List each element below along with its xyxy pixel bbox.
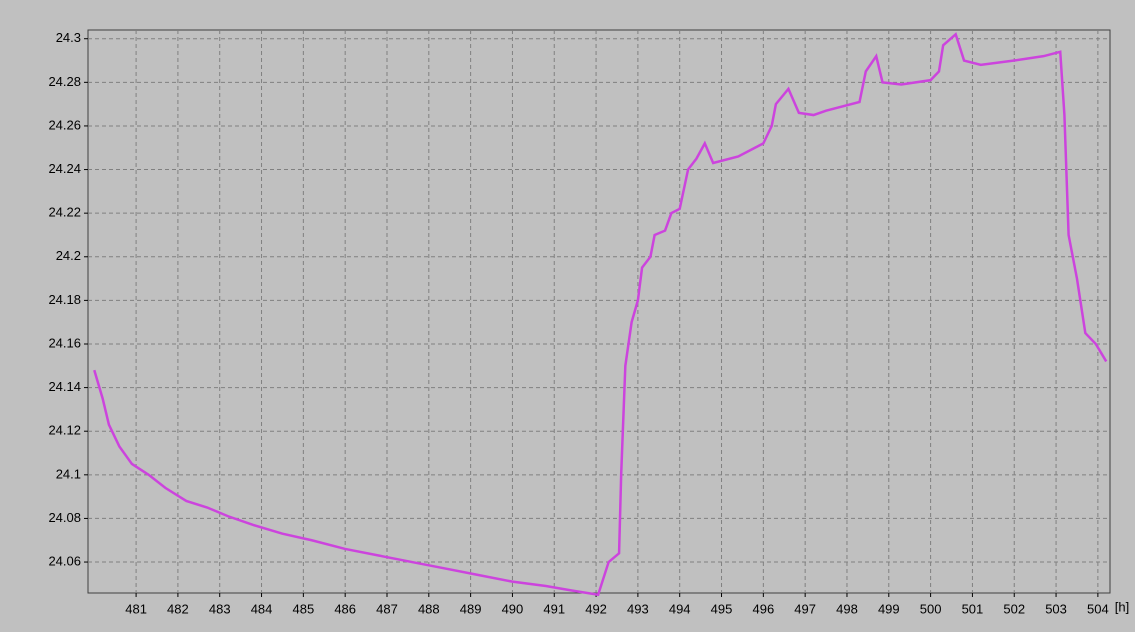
x-tick-label: 492 xyxy=(585,601,607,616)
plot-area xyxy=(87,29,1111,594)
x-tick-label: 486 xyxy=(334,601,356,616)
y-tick-label: 24.3 xyxy=(56,30,81,45)
x-tick-label: 482 xyxy=(167,601,189,616)
x-tick-label: 490 xyxy=(502,601,524,616)
x-tick-label: 491 xyxy=(543,601,565,616)
x-tick-label: 502 xyxy=(1003,601,1025,616)
y-tick-label: 24.2 xyxy=(56,248,81,263)
y-tick-label: 24.22 xyxy=(48,205,81,220)
y-tick-label: 24.06 xyxy=(48,553,81,568)
x-tick-label: 496 xyxy=(752,601,774,616)
x-tick-label: 483 xyxy=(209,601,231,616)
x-tick-label: 484 xyxy=(251,601,273,616)
x-tick-label: 488 xyxy=(418,601,440,616)
x-tick-label: 497 xyxy=(794,601,816,616)
x-tick-label: 498 xyxy=(836,601,858,616)
x-tick-label: 504 xyxy=(1087,601,1109,616)
y-tick-label: 24.24 xyxy=(48,161,81,176)
x-tick-label: 495 xyxy=(711,601,733,616)
x-tick-label: 485 xyxy=(293,601,315,616)
x-tick-label: 494 xyxy=(669,601,691,616)
x-tick-label: 481 xyxy=(125,601,147,616)
y-tick-label: 24.12 xyxy=(48,423,81,438)
x-tick-label: 489 xyxy=(460,601,482,616)
x-tick-label: 499 xyxy=(878,601,900,616)
y-tick-label: 24.08 xyxy=(48,510,81,525)
y-tick-label: 24.18 xyxy=(48,292,81,307)
y-tick-label: 24.1 xyxy=(56,466,81,481)
x-axis-label: [h] xyxy=(1115,599,1129,614)
y-tick-label: 24.14 xyxy=(48,379,81,394)
x-tick-label: 503 xyxy=(1045,601,1067,616)
x-tick-label: 487 xyxy=(376,601,398,616)
y-tick-label: 24.28 xyxy=(48,74,81,89)
x-tick-label: 501 xyxy=(962,601,984,616)
x-tick-label: 493 xyxy=(627,601,649,616)
y-tick-label: 24.26 xyxy=(48,117,81,132)
data-line xyxy=(93,32,1108,597)
x-tick-label: 500 xyxy=(920,601,942,616)
y-tick-label: 24.16 xyxy=(48,335,81,350)
